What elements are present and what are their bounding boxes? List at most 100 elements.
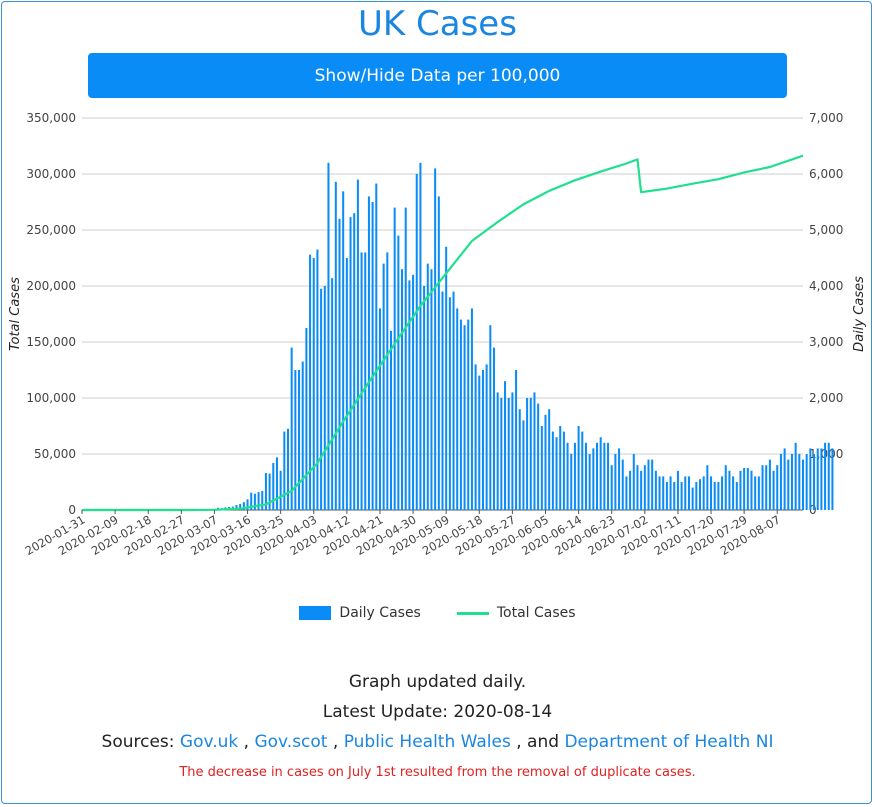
daily-cases-bar [827, 442, 830, 510]
daily-cases-bar [353, 213, 356, 510]
daily-cases-bar [526, 398, 529, 510]
daily-cases-bar [754, 476, 757, 510]
daily-cases-bar [246, 499, 249, 510]
daily-cases-bar [599, 437, 602, 510]
daily-cases-bar [437, 196, 440, 510]
daily-cases-bar [540, 426, 543, 510]
daily-cases-bar [467, 319, 470, 510]
daily-cases-bar [463, 325, 466, 510]
daily-cases-bar [286, 428, 290, 510]
daily-cases-bar [743, 468, 746, 510]
y-tick-right: 6,000 [809, 167, 843, 181]
daily-cases-bar [342, 191, 345, 511]
daily-cases-bar [301, 361, 304, 510]
daily-cases-bar [721, 476, 724, 510]
total-cases-line [82, 154, 804, 512]
y-tick-right: 5,000 [809, 223, 843, 237]
toggle-per-100k-button[interactable]: Show/Hide Data per 100,000 [88, 53, 787, 98]
y-tick-left: 350,000 [26, 111, 76, 125]
source-doh-ni-link[interactable]: Department of Health NI [564, 732, 774, 752]
daily-cases-bar [261, 490, 264, 510]
daily-cases-bar [640, 470, 643, 510]
daily-cases-bar [389, 330, 393, 510]
daily-cases-bar [338, 218, 341, 511]
y-axis-left-title: Total Cases [8, 277, 23, 351]
daily-cases-bar [816, 448, 819, 510]
daily-cases-bar [581, 431, 584, 510]
daily-cases-bar [820, 448, 823, 510]
daily-cases-bar [706, 465, 709, 510]
daily-cases-bar [562, 431, 565, 510]
daily-cases-bar [323, 286, 326, 510]
daily-cases-bar [320, 288, 323, 510]
daily-cases-bar [570, 454, 573, 510]
daily-cases-bar [492, 347, 496, 510]
duplicate-cases-note: The decrease in cases on July 1st result… [179, 765, 696, 780]
daily-cases-bar [309, 254, 312, 510]
daily-cases-bar [235, 505, 238, 510]
daily-cases-bar [423, 286, 426, 510]
daily-cases-bar [250, 492, 253, 510]
sources-separator: , [332, 732, 339, 752]
daily-cases-bar [717, 482, 720, 510]
daily-cases-bar [658, 476, 661, 510]
daily-cases-bar [257, 492, 260, 510]
y-tick-left: 300,000 [26, 167, 76, 181]
y-tick-left: 250,000 [26, 223, 76, 237]
daily-cases-bar [577, 426, 580, 510]
legend-daily-label: Daily Cases [339, 605, 421, 621]
legend-daily-cases[interactable]: Daily Cases [299, 605, 421, 621]
daily-cases-bar [551, 431, 554, 510]
daily-cases-bar [735, 482, 738, 510]
daily-cases-bar [776, 465, 779, 510]
daily-cases-bar [573, 442, 576, 510]
daily-cases-bar [765, 465, 768, 510]
daily-cases-bar [470, 308, 473, 510]
daily-cases-bar [331, 278, 334, 510]
y-tick-left: 150,000 [26, 335, 76, 349]
source-govscot-link[interactable]: Gov.scot [254, 732, 328, 752]
daily-cases-bar [518, 409, 521, 510]
daily-cases-bar [651, 459, 654, 510]
daily-cases-bar [378, 308, 381, 510]
daily-cases-bar [504, 381, 507, 510]
daily-cases-bar [364, 252, 367, 510]
daily-cases-bar [695, 482, 698, 510]
daily-cases-bar [430, 269, 433, 510]
daily-cases-bar [614, 454, 617, 510]
daily-cases-bar [566, 442, 569, 510]
daily-cases-bar [481, 370, 484, 510]
daily-cases-bar [345, 258, 348, 510]
daily-cases-bar [356, 179, 359, 510]
y-tick-right: 4,000 [809, 279, 843, 293]
daily-cases-bar [239, 503, 242, 510]
daily-cases-bar [732, 476, 735, 510]
daily-cases-bar [809, 448, 812, 510]
y-tick-right: 7,000 [809, 111, 843, 125]
daily-cases-bar [643, 465, 646, 510]
daily-cases-bar [529, 398, 532, 510]
sources-separator: , [243, 732, 250, 752]
daily-cases-bar [537, 403, 540, 510]
source-phw-link[interactable]: Public Health Wales [343, 732, 511, 752]
legend-total-cases[interactable]: Total Cases [456, 605, 576, 621]
daily-cases-swatch [299, 606, 332, 620]
source-govuk-link[interactable]: Gov.uk [179, 732, 239, 752]
daily-cases-bar [522, 420, 525, 510]
daily-cases-bar [496, 392, 499, 510]
daily-cases-bar [327, 162, 330, 511]
daily-cases-bar [478, 375, 481, 510]
daily-cases-bar [584, 442, 587, 510]
daily-cases-bar [253, 493, 256, 510]
daily-cases-bar [772, 470, 775, 510]
daily-cases-bar [702, 476, 705, 510]
daily-cases-bar [680, 482, 683, 510]
daily-cases-bar [662, 476, 665, 510]
daily-cases-bar [312, 258, 315, 510]
y-tick-left: 100,000 [26, 391, 76, 405]
daily-cases-bar [750, 470, 753, 510]
daily-cases-bar [316, 249, 319, 510]
daily-cases-bar [419, 162, 422, 511]
